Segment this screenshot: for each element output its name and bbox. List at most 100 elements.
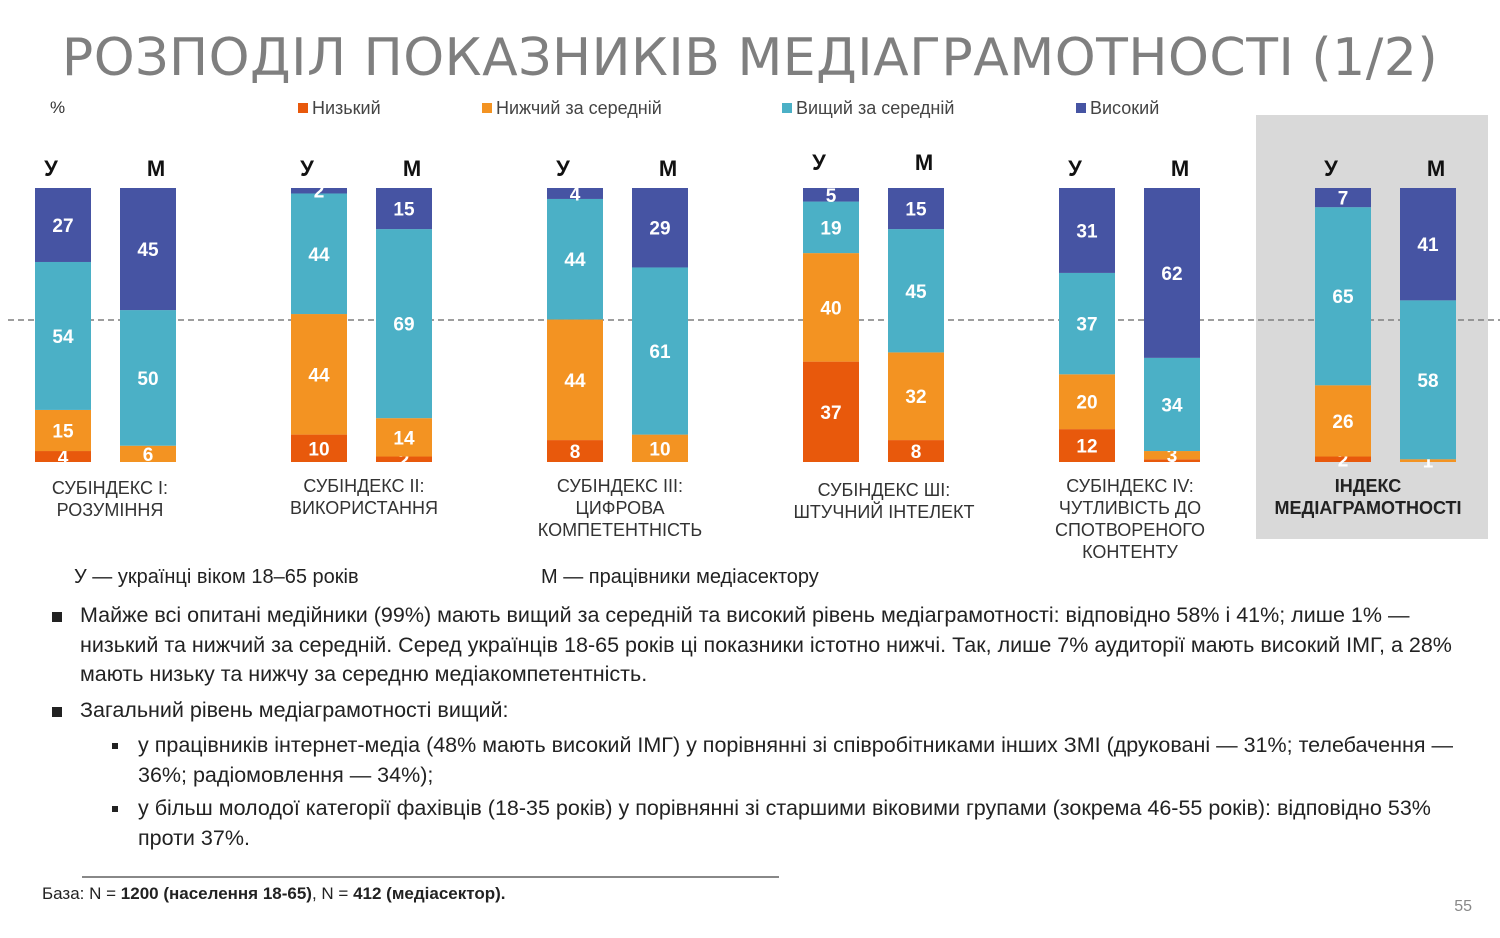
sub-bullet-item: у більш молодої категорії фахівців (18-3…: [108, 794, 1470, 853]
sub-bullet-item: у працівників інтернет-медіа (48% мають …: [108, 731, 1470, 790]
bullet-item: Майже всі опитані медійники (99%) мають …: [50, 601, 1470, 690]
legend-item-above-average: Вищий за середній: [782, 98, 954, 119]
group-label-line: ВИКОРИСТАННЯ: [290, 498, 438, 518]
group-label: СУБІНДЕКС IV: ЧУТЛИВІСТЬ ДО СПОТВОРЕНОГО КО…: [1020, 475, 1240, 563]
group-label-line: СУБІНДЕКС ІІ:: [303, 476, 425, 496]
page-number: 55: [1454, 898, 1472, 915]
bar-segment: [547, 198, 603, 320]
data-label: 44: [564, 250, 586, 271]
group-label: СУБІНДЕКС ШІ: ШТУЧНИЙ ІНТЕЛЕКТ: [774, 479, 994, 523]
group-label-line: РОЗУМІННЯ: [56, 500, 164, 520]
bar-segment: [1144, 451, 1200, 460]
bar-segment: [547, 440, 603, 462]
page-title: РОЗПОДІЛ ПОКАЗНИКІВ МЕДІАГРАМОТНОСТІ (1/…: [61, 28, 1439, 88]
data-label: 45: [137, 240, 159, 261]
bar-segment: [632, 267, 688, 435]
bar-segment: [888, 229, 944, 353]
group-label-line: ЦИФРОВА: [575, 498, 665, 518]
bar-segment: [35, 451, 91, 462]
bar-segment: [120, 445, 176, 462]
data-label: 5: [826, 186, 837, 207]
bar-segment: [1059, 429, 1115, 462]
chart-legend: Низький Нижчий за середній Вищий за сере…: [0, 98, 1500, 120]
bar-header-label: М: [1171, 156, 1189, 181]
group-label-line: СУБІНДЕКС І:: [51, 478, 169, 498]
bar-segment: [1400, 300, 1456, 460]
data-label: 6: [143, 445, 154, 466]
group-label-line: ІНДЕКС: [1334, 476, 1402, 496]
unit-label: %: [50, 98, 66, 117]
data-label: 10: [308, 439, 329, 460]
data-label: 1: [1423, 452, 1434, 473]
data-label: 26: [1332, 412, 1353, 433]
bar-segment: [35, 409, 91, 452]
data-label: 34: [1161, 395, 1183, 416]
stacked-bar-chart: У4155427М65045У1044442М2146915У844444М10…: [8, 150, 1500, 473]
bar-segment: [291, 188, 347, 194]
bar-segment: [291, 434, 347, 462]
bar-header-label: У: [44, 156, 58, 181]
bar-segment: [376, 418, 432, 457]
bar-segment: [1315, 188, 1371, 208]
bar-segment: [1059, 188, 1115, 273]
group-label-line: МЕДІАГРАМОТНОСТІ: [1274, 498, 1462, 518]
sub-bullet-icon: [112, 743, 118, 749]
legend-label: Високий: [1090, 98, 1160, 118]
legend-note-m: М — працівники медіасектору: [541, 566, 819, 588]
bullet-square-icon: [52, 612, 62, 622]
bar-header-label: У: [1068, 156, 1082, 181]
bar-segment: [803, 188, 859, 202]
sample-base-note: База: N = 1200 (населення 18-65), N = 41…: [42, 884, 506, 904]
data-label: 2: [399, 450, 410, 471]
legend-item-low: Низький: [298, 98, 381, 119]
bar-segment: [632, 434, 688, 462]
bar-segment: [888, 352, 944, 441]
data-label: 37: [820, 403, 841, 424]
data-label: 15: [393, 200, 415, 221]
bar-segment: [376, 188, 432, 230]
data-label: 69: [393, 315, 414, 336]
data-label: 58: [1417, 371, 1438, 392]
bar-header-label: У: [556, 156, 570, 181]
group-label-line: КОМПЕТЕНТНІСТЬ: [537, 520, 703, 540]
bullet-text: Майже всі опитані медійники (99%) мають …: [80, 603, 1452, 686]
data-label: 62: [1161, 264, 1182, 285]
data-label: 65: [1332, 287, 1354, 308]
bar-header-label: М: [659, 156, 677, 181]
bar-segment: [547, 319, 603, 441]
separator-line: [82, 876, 779, 878]
base-media: 412 (медіасектор).: [353, 884, 506, 903]
sub-bullet-text: у працівників інтернет-медіа (48% мають …: [138, 733, 1454, 787]
group-label: СУБІНДЕКС ІІ: ВИКОРИСТАННЯ: [254, 475, 474, 519]
bullet-item: Загальний рівень медіаграмотності вищий:: [50, 696, 1470, 726]
bar-segment: [888, 188, 944, 230]
group-label-line: ШТУЧНИЙ ІНТЕЛЕКТ: [793, 502, 975, 522]
bullet-text: Загальний рівень медіаграмотності вищий:: [80, 697, 509, 722]
base-separator: , N =: [311, 884, 354, 903]
bar-segment: [803, 253, 859, 362]
bar-segment: [120, 310, 176, 446]
legend-swatch: [1076, 103, 1086, 113]
data-label: 31: [1076, 221, 1098, 242]
legend-swatch: [782, 103, 792, 113]
data-label: 14: [393, 428, 415, 449]
bar-segment: [376, 456, 432, 462]
data-label: 15: [52, 421, 74, 442]
bar-segment: [1400, 459, 1456, 462]
legend-item-high: Високий: [1076, 98, 1159, 119]
group-label-line: ЧУТЛИВІСТЬ ДО: [1058, 498, 1202, 518]
bar-segment: [291, 193, 347, 315]
data-label: 44: [564, 371, 586, 392]
bar-header-label: М: [147, 156, 165, 181]
legend-label: Вищий за середній: [796, 98, 955, 118]
data-label: 7: [1338, 189, 1349, 210]
data-label: 8: [911, 442, 922, 463]
legend-swatch: [482, 103, 492, 113]
bar-segment: [803, 361, 859, 462]
data-label: 1: [1167, 452, 1178, 473]
bar-segment: [1400, 188, 1456, 301]
data-label: 37: [1076, 315, 1097, 336]
bar-segment: [291, 314, 347, 435]
data-label: 44: [308, 365, 330, 386]
bar-segment: [888, 440, 944, 462]
